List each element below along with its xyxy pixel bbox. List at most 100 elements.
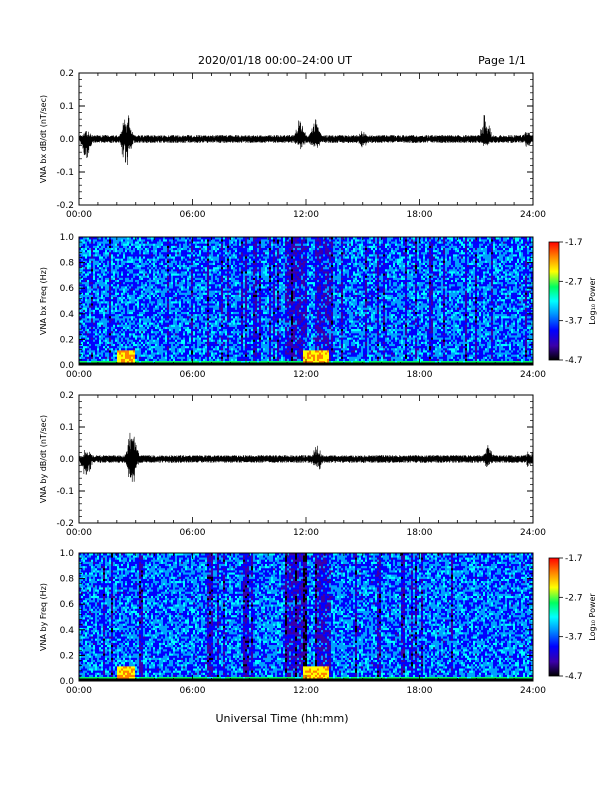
heatmap-cell	[223, 278, 225, 280]
heatmap-cell	[233, 248, 235, 250]
heatmap-cell	[233, 329, 235, 331]
heatmap-cell	[229, 252, 231, 254]
heatmap-cell	[167, 273, 169, 275]
heatmap-cell	[121, 252, 123, 254]
heatmap-cell	[239, 265, 241, 267]
heatmap-cell	[229, 327, 231, 329]
heatmap-cell	[233, 312, 235, 314]
heatmap-cell	[165, 286, 167, 288]
heatmap-cell	[173, 314, 175, 316]
heatmap-cell	[157, 324, 159, 326]
heatmap-cell	[203, 327, 205, 329]
heatmap-cell	[87, 314, 89, 316]
heatmap-cell	[229, 267, 231, 269]
heatmap-cell	[165, 288, 167, 290]
heatmap-cell	[231, 275, 233, 277]
heatmap-cell	[219, 352, 221, 354]
heatmap-cell	[99, 327, 101, 329]
heatmap-cell	[97, 333, 99, 335]
heatmap-cell	[171, 286, 173, 288]
heatmap-cell	[169, 356, 171, 358]
heatmap-cell	[145, 258, 147, 260]
heatmap-cell	[145, 337, 147, 339]
heatmap-cell	[187, 329, 189, 331]
heatmap-cell	[89, 297, 91, 299]
heatmap-cell	[233, 280, 235, 282]
heatmap-cell	[165, 267, 167, 269]
heatmap-cell	[93, 263, 95, 265]
heatmap-cell	[123, 301, 125, 303]
heatmap-cell	[123, 260, 125, 262]
heatmap-cell	[219, 263, 221, 265]
heatmap-cell	[177, 252, 179, 254]
heatmap-cell	[231, 322, 233, 324]
heatmap-cell	[89, 254, 91, 256]
heatmap-cell	[151, 310, 153, 312]
heatmap-cell	[157, 354, 159, 356]
heatmap-cell	[105, 339, 107, 341]
heatmap-cell	[227, 356, 229, 358]
heatmap-cell	[231, 335, 233, 337]
heatmap-cell	[195, 260, 197, 262]
heatmap-cell	[163, 297, 165, 299]
heatmap-cell	[169, 316, 171, 318]
heatmap-cell	[207, 312, 209, 314]
heatmap-cell	[183, 252, 185, 254]
heatmap-cell	[167, 307, 169, 309]
heatmap-cell	[93, 359, 95, 361]
heatmap-cell	[197, 297, 199, 299]
heatmap-cell	[213, 275, 215, 277]
heatmap-cell	[91, 322, 93, 324]
heatmap-cell	[205, 320, 207, 322]
heatmap-cell	[117, 339, 119, 341]
heatmap-cell	[239, 295, 241, 297]
heatmap-cell	[129, 354, 131, 356]
heatmap-cell	[191, 303, 193, 305]
heatmap-cell	[95, 318, 97, 320]
heatmap-cell	[227, 316, 229, 318]
heatmap-cell	[235, 352, 237, 354]
heatmap-cell	[145, 297, 147, 299]
heatmap-cell	[173, 346, 175, 348]
heatmap-cell	[189, 356, 191, 358]
heatmap-cell	[81, 250, 83, 252]
heatmap-cell	[83, 284, 85, 286]
heatmap-cell	[81, 258, 83, 260]
heatmap-cell	[233, 324, 235, 326]
heatmap-cell	[197, 260, 199, 262]
heatmap-cell	[165, 260, 167, 262]
heatmap-cell	[125, 318, 127, 320]
heatmap-cell	[109, 278, 111, 280]
heatmap-cell	[177, 305, 179, 307]
heatmap-cell	[209, 243, 211, 245]
heatmap-cell	[101, 318, 103, 320]
heatmap-cell	[107, 303, 109, 305]
heatmap-cell	[155, 327, 157, 329]
heatmap-cell	[131, 335, 133, 337]
heatmap-cell	[153, 297, 155, 299]
heatmap-cell	[143, 324, 145, 326]
heatmap-cell	[167, 278, 169, 280]
heatmap-cell	[223, 269, 225, 271]
heatmap-cell	[149, 350, 151, 352]
heatmap-cell	[171, 254, 173, 256]
heatmap-cell	[133, 359, 135, 361]
heatmap-cell	[129, 275, 131, 277]
heatmap-cell	[107, 310, 109, 312]
heatmap-cell	[143, 248, 145, 250]
heatmap-cell	[143, 354, 145, 356]
heatmap-cell	[107, 248, 109, 250]
heatmap-cell	[231, 339, 233, 341]
heatmap-cell	[203, 342, 205, 344]
heatmap-cell	[81, 273, 83, 275]
heatmap-cell	[171, 359, 173, 361]
heatmap-cell	[141, 260, 143, 262]
heatmap-cell	[211, 282, 213, 284]
heatmap-cell	[99, 243, 101, 245]
heatmap-cell	[135, 307, 137, 309]
heatmap-cell	[123, 250, 125, 252]
heatmap-cell	[131, 278, 133, 280]
heatmap-cell	[235, 297, 237, 299]
heatmap-cell	[219, 256, 221, 258]
heatmap-cell	[135, 280, 137, 282]
